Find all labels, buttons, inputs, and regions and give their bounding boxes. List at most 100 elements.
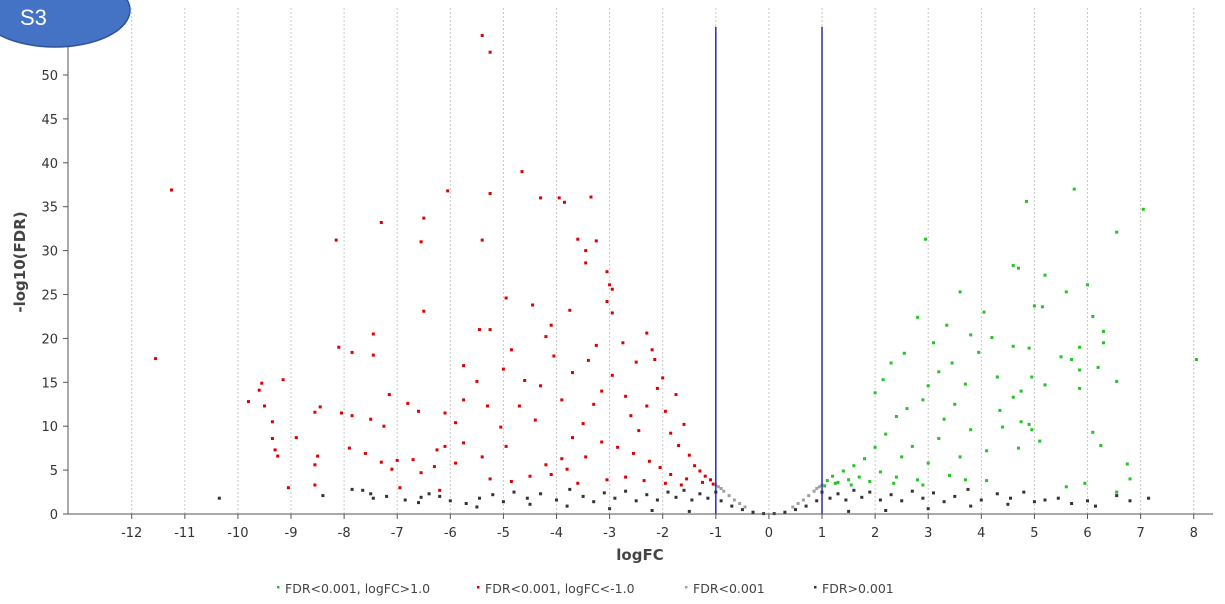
x-tick-label: -12	[121, 526, 142, 541]
data-point	[1078, 368, 1082, 372]
data-point	[669, 473, 673, 476]
data-point	[647, 459, 651, 463]
data-point	[1125, 462, 1129, 466]
data-point	[674, 495, 678, 499]
data-point	[833, 481, 837, 485]
data-point	[475, 379, 479, 383]
data-point	[247, 400, 250, 404]
data-point	[462, 364, 466, 368]
data-point	[1096, 365, 1100, 369]
data-point	[863, 457, 866, 461]
data-point	[600, 389, 604, 393]
data-point	[589, 195, 593, 199]
data-point	[294, 436, 298, 440]
data-point	[873, 445, 877, 449]
data-point	[419, 240, 423, 244]
data-point	[605, 270, 609, 274]
data-point	[937, 370, 941, 374]
data-point	[1099, 444, 1103, 447]
data-point	[1091, 430, 1095, 434]
data-point	[509, 480, 513, 483]
data-point	[504, 296, 508, 300]
data-point	[985, 449, 989, 453]
data-point	[624, 394, 628, 398]
badge-label: S3	[20, 5, 47, 30]
data-point	[1115, 379, 1119, 383]
data-point	[977, 350, 981, 354]
data-point	[719, 487, 723, 490]
data-point	[966, 487, 970, 491]
data-point	[586, 358, 590, 362]
x-tick-label: 2	[871, 526, 879, 541]
data-point	[985, 479, 989, 483]
data-point	[732, 498, 736, 502]
x-tick-label: -11	[174, 526, 195, 541]
y-tick-label: 25	[41, 289, 58, 304]
data-point	[812, 489, 816, 493]
x-tick-label: -3	[603, 526, 616, 541]
data-point	[942, 500, 946, 504]
data-point	[969, 333, 973, 337]
data-point	[1128, 477, 1132, 481]
data-point	[584, 455, 588, 459]
data-point	[953, 494, 957, 498]
data-point	[581, 494, 585, 498]
data-point	[632, 451, 635, 455]
data-point	[501, 500, 505, 504]
data-point	[446, 189, 450, 193]
data-point	[658, 466, 662, 469]
data-point	[340, 411, 343, 415]
data-point	[263, 404, 266, 408]
data-point	[491, 493, 495, 497]
data-point	[645, 331, 649, 335]
data-point	[857, 475, 861, 479]
data-point	[316, 454, 320, 458]
data-point	[379, 221, 383, 224]
y-tick-label: 50	[41, 69, 58, 84]
data-point	[568, 487, 572, 491]
legend-label: FDR<0.001, logFC<-1.0	[485, 581, 635, 596]
data-point	[531, 303, 535, 307]
data-point	[841, 469, 845, 473]
y-tick-label: 35	[41, 201, 58, 216]
data-point	[698, 469, 702, 473]
data-point	[982, 310, 986, 314]
data-point	[666, 490, 670, 494]
data-point	[549, 323, 553, 327]
data-point	[1115, 494, 1119, 498]
data-point	[371, 332, 375, 336]
data-point	[894, 475, 898, 479]
data-point	[616, 445, 620, 449]
data-point	[398, 486, 402, 490]
data-point	[1043, 273, 1047, 277]
data-point	[884, 432, 888, 436]
data-point	[350, 350, 354, 354]
data-point	[682, 488, 686, 492]
data-point	[528, 474, 532, 478]
data-point	[517, 404, 521, 408]
x-tick-label: 0	[765, 526, 773, 541]
data-point	[948, 473, 951, 477]
data-point	[979, 498, 983, 502]
data-point	[363, 451, 367, 455]
data-point	[1102, 341, 1105, 345]
data-point	[852, 464, 856, 468]
data-point	[321, 494, 325, 498]
data-point	[701, 480, 704, 484]
y-tick-label: 15	[41, 376, 58, 391]
data-point	[873, 391, 877, 395]
data-point	[804, 504, 808, 508]
data-point	[170, 188, 173, 192]
data-point	[719, 499, 723, 503]
data-point	[1022, 490, 1026, 494]
data-point	[932, 491, 935, 495]
data-point	[313, 463, 317, 467]
data-point	[1011, 344, 1015, 348]
data-point	[679, 483, 683, 487]
data-point	[661, 376, 665, 380]
data-point	[847, 478, 851, 482]
data-point	[740, 508, 744, 512]
data-point	[921, 398, 925, 402]
data-point	[926, 507, 930, 511]
data-point	[605, 300, 609, 303]
